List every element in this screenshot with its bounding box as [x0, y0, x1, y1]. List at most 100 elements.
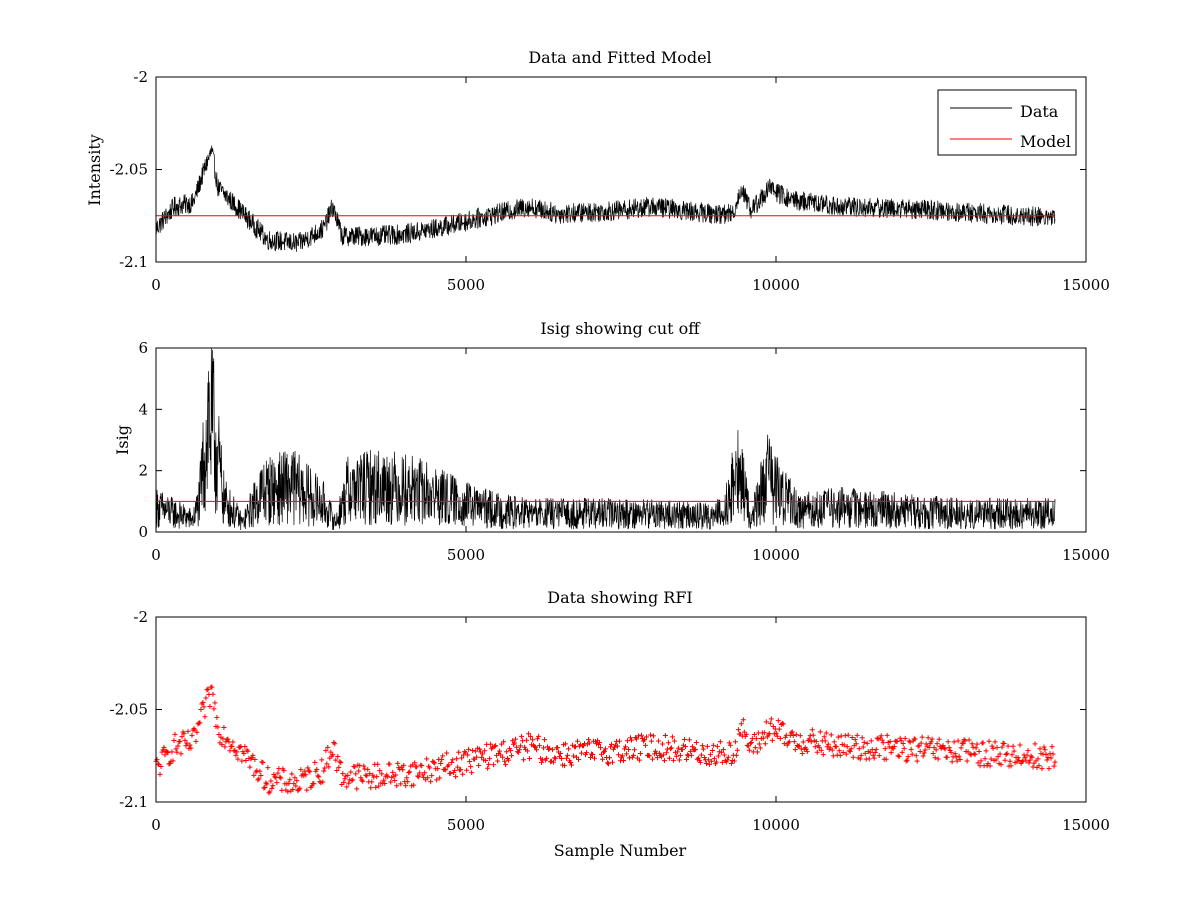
data-point — [663, 750, 669, 756]
data-point — [754, 749, 760, 755]
data-point — [799, 751, 805, 757]
data-point — [348, 769, 354, 775]
data-point — [555, 745, 561, 751]
data-point — [542, 737, 548, 743]
data-point — [486, 761, 492, 767]
data-point — [273, 775, 279, 781]
data-point — [960, 741, 966, 747]
data-point — [477, 746, 483, 752]
data-point — [553, 755, 559, 761]
data-point — [745, 743, 751, 749]
data-point — [527, 755, 533, 761]
data-point — [1037, 746, 1043, 752]
data-point — [709, 747, 715, 753]
data-point — [661, 758, 667, 764]
data-point — [756, 741, 762, 747]
data-point — [212, 700, 218, 706]
data-point — [438, 761, 444, 767]
data-point — [419, 763, 425, 769]
data-point — [369, 779, 375, 785]
data-point — [793, 732, 799, 738]
data-point — [686, 737, 692, 743]
data-point — [588, 755, 594, 761]
data-point — [275, 770, 281, 776]
data-point — [904, 757, 910, 763]
data-point — [267, 789, 273, 795]
data-point — [466, 746, 472, 752]
data-point — [453, 774, 459, 780]
data-point — [959, 740, 965, 746]
data-point — [202, 714, 208, 720]
data-point — [684, 752, 690, 758]
data-point — [320, 779, 326, 785]
data-point — [416, 774, 422, 780]
data-point — [720, 747, 726, 753]
data-point — [908, 746, 914, 752]
data-point — [740, 717, 746, 723]
x-axis-label: Sample Number — [554, 841, 687, 860]
data-point — [679, 746, 685, 752]
data-point — [958, 745, 964, 751]
data-point — [788, 730, 794, 736]
data-point — [926, 744, 932, 750]
x-tick-label: 0 — [151, 816, 161, 834]
data-point — [821, 734, 827, 740]
data-point — [901, 745, 907, 751]
data-point — [849, 734, 855, 740]
data-point — [769, 737, 775, 743]
data-point — [997, 751, 1003, 757]
data-point — [752, 745, 758, 751]
data-point — [514, 744, 520, 750]
data-point — [375, 761, 381, 767]
data-point — [185, 728, 191, 734]
data-point — [231, 748, 237, 754]
data-point — [766, 730, 772, 736]
data-point — [374, 774, 380, 780]
data-point — [1011, 748, 1017, 754]
data-point — [888, 750, 894, 756]
data-point — [204, 687, 210, 693]
data-point — [303, 772, 309, 778]
data-point — [222, 744, 228, 750]
data-point — [804, 749, 810, 755]
y-tick-label: -2.05 — [110, 161, 148, 179]
data-point — [345, 772, 351, 778]
data-point — [265, 765, 271, 771]
data-point — [919, 734, 925, 740]
data-point — [655, 738, 661, 744]
data-point — [986, 738, 992, 744]
y-tick-label: 0 — [138, 523, 148, 541]
data-point — [298, 767, 304, 773]
data-point — [1019, 759, 1025, 765]
data-point — [287, 777, 293, 783]
data-point — [816, 745, 822, 751]
data-point — [957, 756, 963, 762]
data-point — [334, 767, 340, 773]
data-point — [307, 769, 313, 775]
data-point — [734, 747, 740, 753]
chart-title: Data and Fitted Model — [528, 48, 711, 67]
data-point — [978, 758, 984, 764]
y-tick-label: 6 — [138, 339, 148, 357]
data-point — [211, 706, 217, 712]
data-point — [654, 755, 660, 761]
data-point — [883, 756, 889, 762]
data-point — [403, 783, 409, 789]
data-point — [774, 733, 780, 739]
data-point — [899, 749, 905, 755]
data-point — [519, 733, 525, 739]
chart-title: Isig showing cut off — [540, 319, 701, 338]
data-point — [983, 748, 989, 754]
data-point — [917, 748, 923, 754]
data-point — [422, 770, 428, 776]
data-point — [631, 747, 637, 753]
data-point — [843, 751, 849, 757]
data-point — [269, 785, 275, 791]
data-point — [536, 733, 542, 739]
data-point — [884, 732, 890, 738]
x-tick-label: 10000 — [752, 276, 800, 294]
data-point — [516, 749, 522, 755]
data-point — [677, 752, 683, 758]
series-markers — [153, 684, 1058, 796]
data-point — [376, 783, 382, 789]
